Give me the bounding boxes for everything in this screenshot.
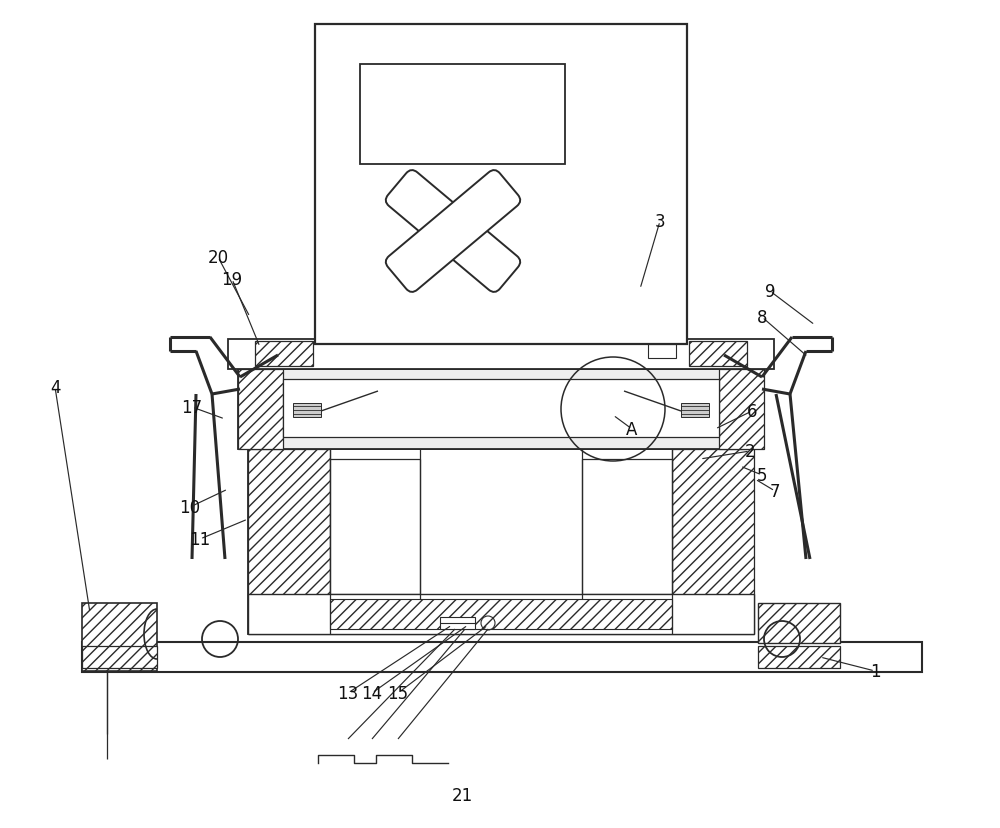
Bar [315,25,687,344]
Text: 19: 19 [221,271,243,289]
Bar [82,604,157,672]
Text: 10: 10 [179,498,201,517]
Bar [293,403,321,417]
Bar [330,599,672,634]
Text: 11: 11 [189,531,211,548]
Bar [440,617,475,629]
Bar [758,646,840,668]
Bar [238,369,283,450]
Text: 7: 7 [770,483,780,500]
Text: 20: 20 [207,248,229,267]
Text: 17: 17 [181,398,203,416]
Text: 13: 13 [337,684,359,702]
Text: A: A [626,421,638,439]
Bar [689,342,747,367]
Bar [283,379,719,437]
Text: 2: 2 [745,442,755,460]
FancyBboxPatch shape [386,171,520,292]
Text: 8: 8 [757,309,767,326]
Text: 5: 5 [757,466,767,484]
Text: 15: 15 [387,684,409,702]
Bar [248,595,754,634]
Bar [82,643,922,672]
Bar [758,604,840,643]
Bar [330,599,672,629]
Text: 21: 21 [451,786,473,804]
Bar [672,450,754,634]
Bar [330,460,420,595]
Bar [248,450,330,634]
Bar [255,342,313,367]
Text: 3: 3 [655,213,665,231]
Text: 4: 4 [50,378,60,397]
Bar [248,450,754,634]
Bar [238,369,764,450]
Text: 14: 14 [361,684,383,702]
Bar [681,403,709,417]
Bar [719,369,764,450]
Bar [648,344,676,359]
Bar [360,65,565,165]
Text: 6: 6 [747,402,757,421]
Text: 1: 1 [870,662,880,680]
Bar [582,460,672,595]
Text: 9: 9 [765,282,775,301]
Bar [82,646,157,668]
Bar [228,339,774,369]
FancyBboxPatch shape [386,171,520,292]
